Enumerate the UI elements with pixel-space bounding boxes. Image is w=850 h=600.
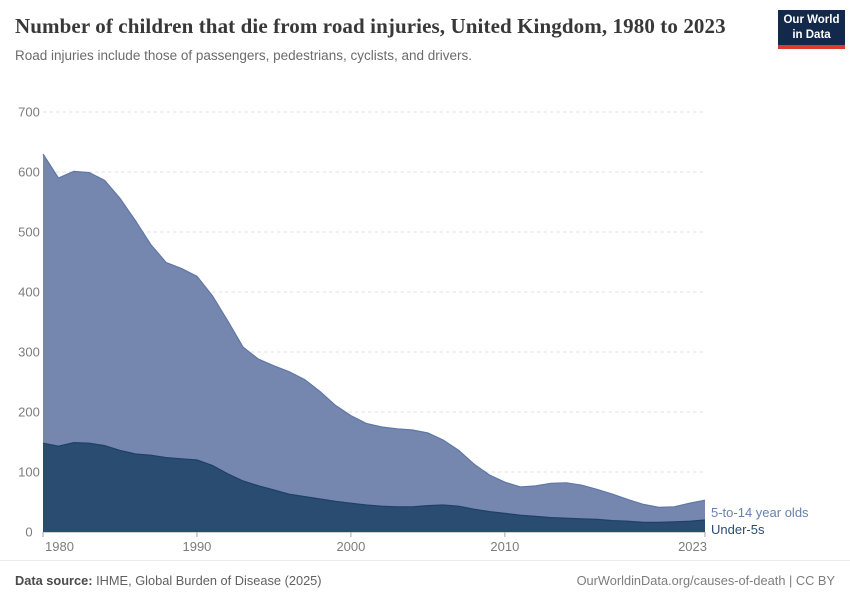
data-source: Data source: IHME, Global Burden of Dise… [15, 573, 322, 588]
x-axis-tick-label: 2010 [490, 539, 519, 554]
edge-5-to-14-year-olds [42, 153, 706, 509]
owid-logo: Our World in Data [778, 10, 845, 49]
plot-region: 0 100 200 300 400 500 600 700 1980 1990 2000 2010 20… [0, 0, 850, 560]
y-axis-tick-label: 700 [18, 105, 40, 120]
y-axis-tick-label: 0 [25, 525, 32, 540]
data-source-text: IHME, Global Burden of Disease (2025) [92, 573, 322, 588]
chart-subtitle: Road injuries include those of passenger… [15, 47, 472, 63]
x-axis-tick-label: 1990 [182, 539, 211, 554]
y-axis-tick-label: 600 [18, 165, 40, 180]
area-under-5s[interactable] [43, 442, 705, 532]
chart-footer: Data source: IHME, Global Burden of Dise… [0, 560, 850, 600]
y-axis-tick-label: 500 [18, 225, 40, 240]
stacked-area-chart[interactable]: 0 100 200 300 400 500 600 700 1980 1990 2000 2010 20… [0, 0, 850, 560]
y-axis-tick-label: 100 [18, 465, 40, 480]
footer-citation-link[interactable]: OurWorldinData.org/causes-of-death | CC … [576, 573, 835, 588]
area-5-to-14-year-olds[interactable] [43, 154, 705, 532]
logo-line-1: Our World [783, 14, 840, 27]
y-axis-tick-label: 400 [18, 285, 40, 300]
edge-under-5s [42, 441, 706, 524]
chart-header: Number of children that die from road in… [15, 10, 845, 63]
series-label-under-5s[interactable]: Under-5s [711, 522, 765, 537]
x-axis-tick-label: 1980 [45, 539, 74, 554]
page-title: Number of children that die from road in… [15, 14, 726, 38]
x-axis-tick-label: 2000 [336, 539, 365, 554]
logo-line-2: in Data [792, 28, 831, 41]
series-label-5-to-14-year-olds[interactable]: 5-to-14 year olds [711, 505, 809, 520]
x-axis-tick-label: 2023 [678, 539, 707, 554]
y-axis-tick-label: 200 [18, 405, 40, 420]
y-axis-tick-label: 300 [18, 345, 40, 360]
data-source-label: Data source: [15, 573, 93, 588]
